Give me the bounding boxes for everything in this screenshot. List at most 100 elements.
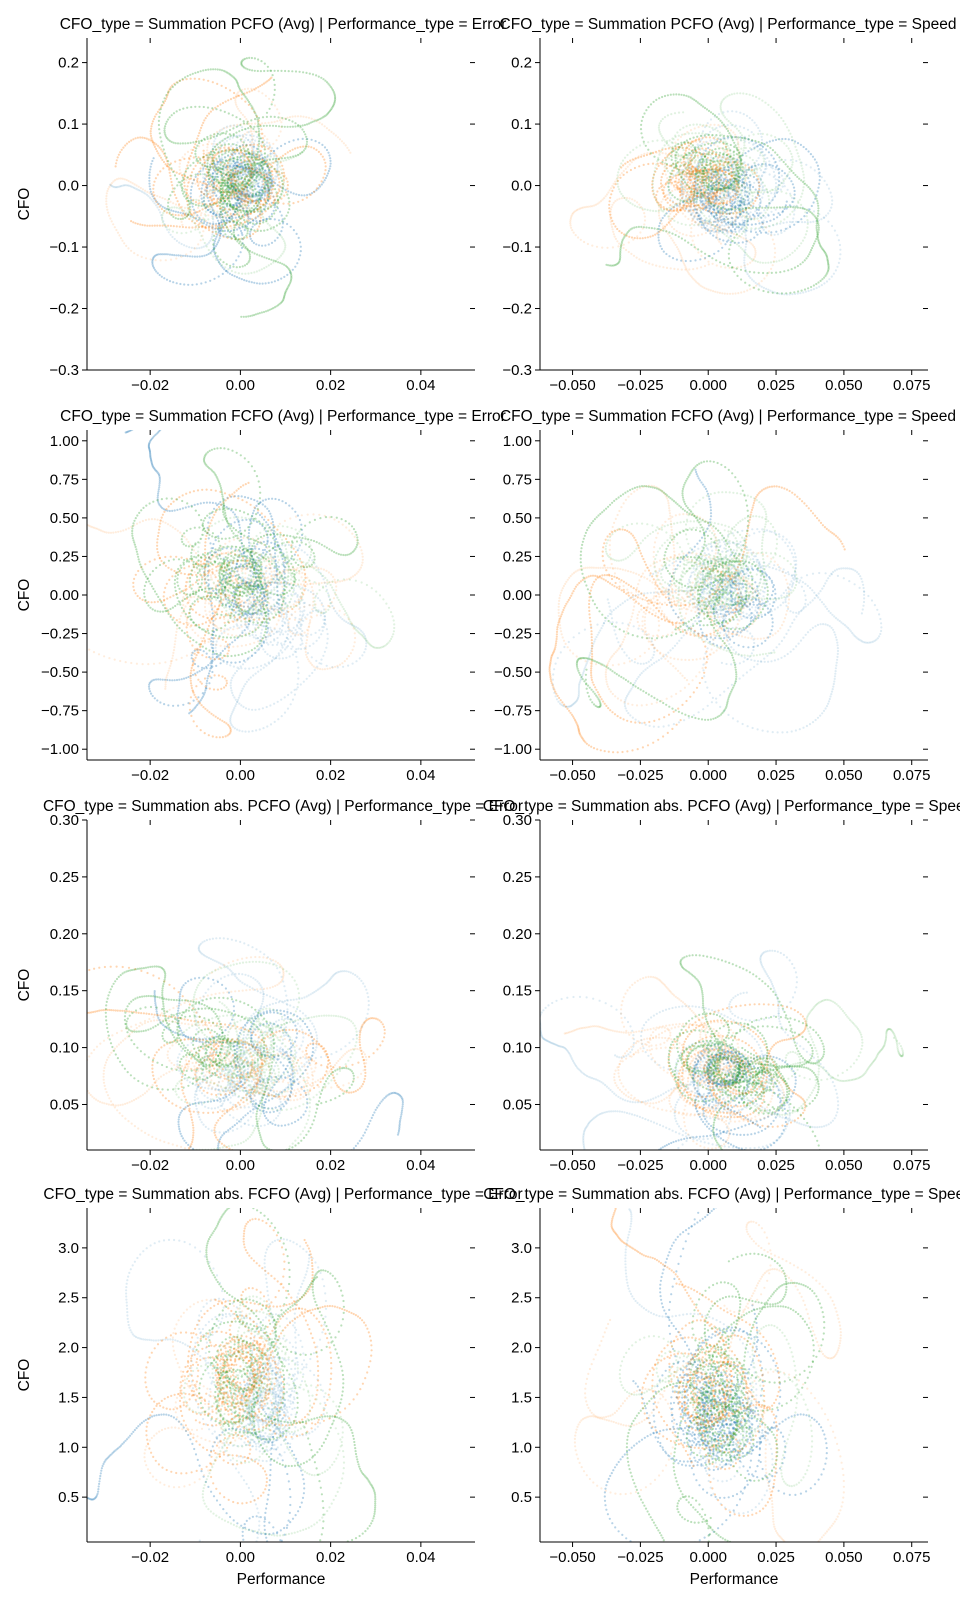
data-point	[305, 138, 308, 141]
data-point	[232, 173, 235, 176]
data-point	[238, 202, 241, 205]
data-point	[289, 191, 292, 194]
data-point	[264, 187, 267, 190]
data-point	[206, 205, 209, 208]
data-point	[117, 177, 120, 180]
data-point	[208, 202, 212, 205]
data-point	[258, 191, 261, 194]
data-point	[226, 171, 230, 174]
data-point	[277, 125, 281, 128]
data-point	[231, 166, 234, 169]
data-point	[246, 207, 249, 210]
data-point	[235, 165, 238, 168]
data-point	[125, 184, 128, 187]
data-point	[306, 193, 309, 197]
data-point	[252, 145, 255, 148]
data-point	[241, 215, 244, 218]
data-point	[215, 167, 218, 170]
data-point	[234, 190, 238, 193]
data-point	[261, 170, 264, 173]
data-point	[225, 139, 229, 142]
data-point	[253, 162, 256, 165]
data-point	[257, 165, 261, 168]
data-point	[239, 138, 242, 141]
data-point	[235, 144, 238, 147]
data-point	[197, 134, 200, 137]
data-point	[248, 195, 251, 198]
data-point	[235, 93, 238, 96]
data-point	[245, 174, 248, 177]
data-point	[267, 169, 271, 172]
data-point	[193, 209, 196, 212]
data-point	[245, 199, 248, 202]
data-point	[238, 130, 241, 133]
data-point	[237, 190, 240, 193]
data-point	[165, 226, 168, 229]
data-point	[270, 189, 273, 192]
data-point	[194, 201, 198, 204]
data-point	[171, 190, 174, 193]
data-point	[192, 156, 195, 159]
data-point	[218, 141, 221, 144]
data-point	[266, 186, 269, 189]
data-point	[216, 166, 219, 169]
data-point	[206, 156, 209, 159]
data-point	[259, 199, 262, 202]
data-point	[225, 218, 228, 221]
data-point	[228, 197, 231, 200]
data-point	[700, 155, 703, 158]
data-point	[776, 164, 779, 167]
data-point	[220, 178, 223, 181]
data-point	[219, 191, 222, 194]
data-point	[295, 193, 298, 196]
data-point	[236, 198, 239, 201]
data-point	[227, 170, 230, 174]
data-point	[270, 204, 273, 207]
data-point	[233, 213, 236, 216]
data-point	[227, 178, 231, 181]
y-tick-label: 0.0	[58, 178, 79, 195]
data-point	[259, 194, 262, 197]
data-point	[207, 140, 210, 143]
data-point	[202, 199, 206, 202]
data-point	[189, 73, 192, 76]
data-point	[164, 225, 167, 228]
data-point	[261, 167, 264, 170]
data-point	[717, 250, 720, 253]
data-point	[226, 168, 229, 171]
data-point	[252, 195, 255, 198]
data-point	[241, 193, 245, 197]
data-point	[232, 159, 235, 163]
data-point	[810, 289, 813, 292]
data-point	[315, 74, 318, 77]
data-point	[251, 218, 254, 221]
data-point	[249, 167, 252, 170]
data-point	[235, 178, 238, 181]
data-point	[153, 141, 156, 145]
data-point	[245, 225, 249, 228]
data-point	[217, 151, 221, 154]
data-point	[277, 116, 280, 119]
data-point	[148, 182, 151, 185]
data-point	[323, 172, 326, 175]
data-point	[241, 165, 244, 168]
data-point	[221, 193, 224, 196]
data-point	[668, 193, 671, 196]
data-point	[208, 190, 211, 193]
data-point	[245, 209, 248, 212]
data-point	[243, 219, 246, 222]
data-point	[259, 203, 262, 206]
data-point	[312, 147, 316, 150]
data-point	[181, 254, 185, 257]
data-point	[149, 188, 152, 191]
data-point	[244, 272, 247, 275]
data-point	[164, 163, 167, 166]
data-point	[234, 161, 237, 165]
data-point	[215, 135, 218, 138]
data-point	[239, 251, 242, 254]
data-point	[269, 163, 272, 166]
data-point	[240, 126, 244, 129]
data-point	[756, 233, 759, 236]
data-point	[270, 226, 273, 229]
data-point	[258, 282, 261, 285]
